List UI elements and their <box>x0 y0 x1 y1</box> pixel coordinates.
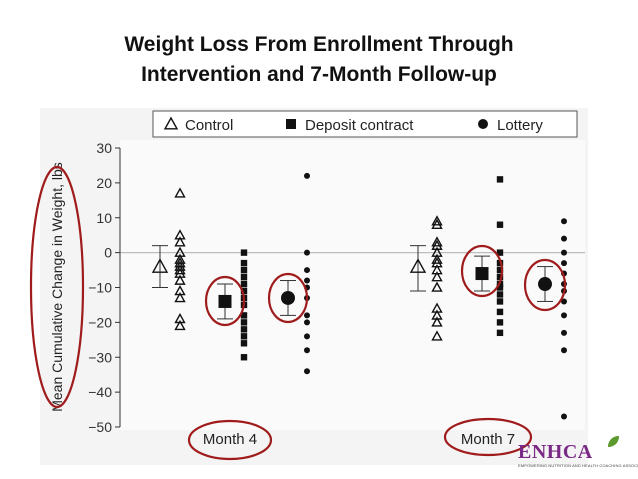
mean-marker <box>151 258 169 273</box>
data-point <box>431 281 443 292</box>
data-point <box>496 329 504 337</box>
data-point <box>431 271 443 282</box>
y-tick-label: 10 <box>96 210 112 226</box>
data-point <box>304 312 310 319</box>
data-point <box>240 333 248 340</box>
data-point <box>240 319 248 326</box>
data-point <box>240 354 248 361</box>
data-point <box>561 413 567 420</box>
mean-marker <box>218 294 232 308</box>
data-point <box>496 266 504 274</box>
data-point <box>431 215 443 226</box>
data-point <box>304 333 310 340</box>
y-tick-label: 0 <box>104 245 112 261</box>
y-tick-label: 30 <box>96 140 112 156</box>
highlight-ellipse-lottery-m7 <box>523 258 567 312</box>
data-point <box>496 298 504 305</box>
data-point <box>240 249 248 256</box>
data-point <box>240 287 248 295</box>
mean-marker <box>409 258 427 273</box>
highlight-ellipse-deposit-m4 <box>204 275 246 327</box>
data-point <box>431 218 443 230</box>
enhca-logo: ENHCA EMPOWERING NUTRITION AND HEALTH CO… <box>518 436 638 477</box>
legend-label: Deposit contract <box>305 117 414 134</box>
data-point <box>304 277 310 284</box>
plot-area <box>120 140 585 430</box>
logo-name: ENHCA <box>518 441 593 463</box>
data-point <box>496 176 504 183</box>
legend-marker-square-icon <box>286 119 296 129</box>
legend-label: Lottery <box>497 117 543 134</box>
legend-label: Control <box>185 117 233 134</box>
x-category-label: Month 4 <box>203 431 257 448</box>
data-point <box>174 187 186 198</box>
slide-title-line-2: Intervention and 7-Month Follow-up <box>141 63 497 86</box>
mean-marker <box>475 267 489 281</box>
data-point <box>561 347 567 354</box>
data-point <box>240 326 248 333</box>
data-point <box>240 259 248 267</box>
data-point <box>174 292 186 303</box>
y-tick-label: −10 <box>88 280 112 296</box>
y-tick-label: 20 <box>96 175 112 191</box>
highlight-ellipse-month-7 <box>443 417 533 457</box>
data-point <box>431 330 443 341</box>
data-point <box>240 280 248 288</box>
data-point <box>431 316 443 327</box>
data-point <box>561 329 567 336</box>
highlight-ellipse-y-axis <box>29 165 85 409</box>
slide-title: Weight Loss From Enrollment Through Inte… <box>0 30 638 90</box>
highlight-ellipse-deposit-m7 <box>460 244 504 298</box>
data-point <box>174 264 186 275</box>
data-point <box>561 298 567 305</box>
data-point <box>561 235 567 242</box>
x-category-label: Month 7 <box>461 431 515 448</box>
data-point <box>496 249 504 256</box>
data-point <box>561 260 567 267</box>
data-point <box>304 319 310 326</box>
legend-marker-triangle-icon <box>163 116 179 130</box>
data-point <box>304 249 310 256</box>
data-point <box>431 236 443 247</box>
data-point <box>240 312 248 319</box>
data-point <box>304 172 310 179</box>
leaf-icon <box>608 436 619 447</box>
legend-box <box>152 110 578 138</box>
data-point <box>174 236 186 247</box>
data-point <box>496 273 504 281</box>
data-point <box>240 266 248 274</box>
data-point <box>240 273 248 281</box>
data-point <box>496 221 504 228</box>
y-tick-label: −40 <box>88 384 112 400</box>
mean-marker <box>281 290 295 305</box>
data-point <box>496 284 504 291</box>
legend-marker-circle-icon <box>478 119 488 129</box>
data-point <box>496 308 504 316</box>
logo-tagline: EMPOWERING NUTRITION AND HEALTH COACHING… <box>518 463 638 468</box>
y-tick-label: −50 <box>88 419 112 435</box>
slide-title-line-1: Weight Loss From Enrollment Through <box>124 33 514 56</box>
y-tick-label: −20 <box>88 314 112 330</box>
highlight-ellipse-month-4 <box>187 419 273 461</box>
data-point <box>496 319 504 326</box>
y-tick-label: −30 <box>88 349 112 365</box>
data-point <box>304 368 310 375</box>
highlight-ellipse-lottery-m4 <box>267 272 309 324</box>
data-point <box>561 312 567 319</box>
data-point <box>240 340 248 347</box>
data-point <box>561 218 567 225</box>
y-axis-label: Mean Cumulative Change in Weight, lbs <box>49 162 65 412</box>
mean-marker <box>538 277 552 292</box>
data-point <box>431 253 443 264</box>
data-point <box>304 347 310 354</box>
data-point <box>174 274 186 285</box>
data-point <box>561 249 567 256</box>
data-point <box>496 291 504 298</box>
data-point <box>304 267 310 274</box>
data-point <box>174 319 186 331</box>
